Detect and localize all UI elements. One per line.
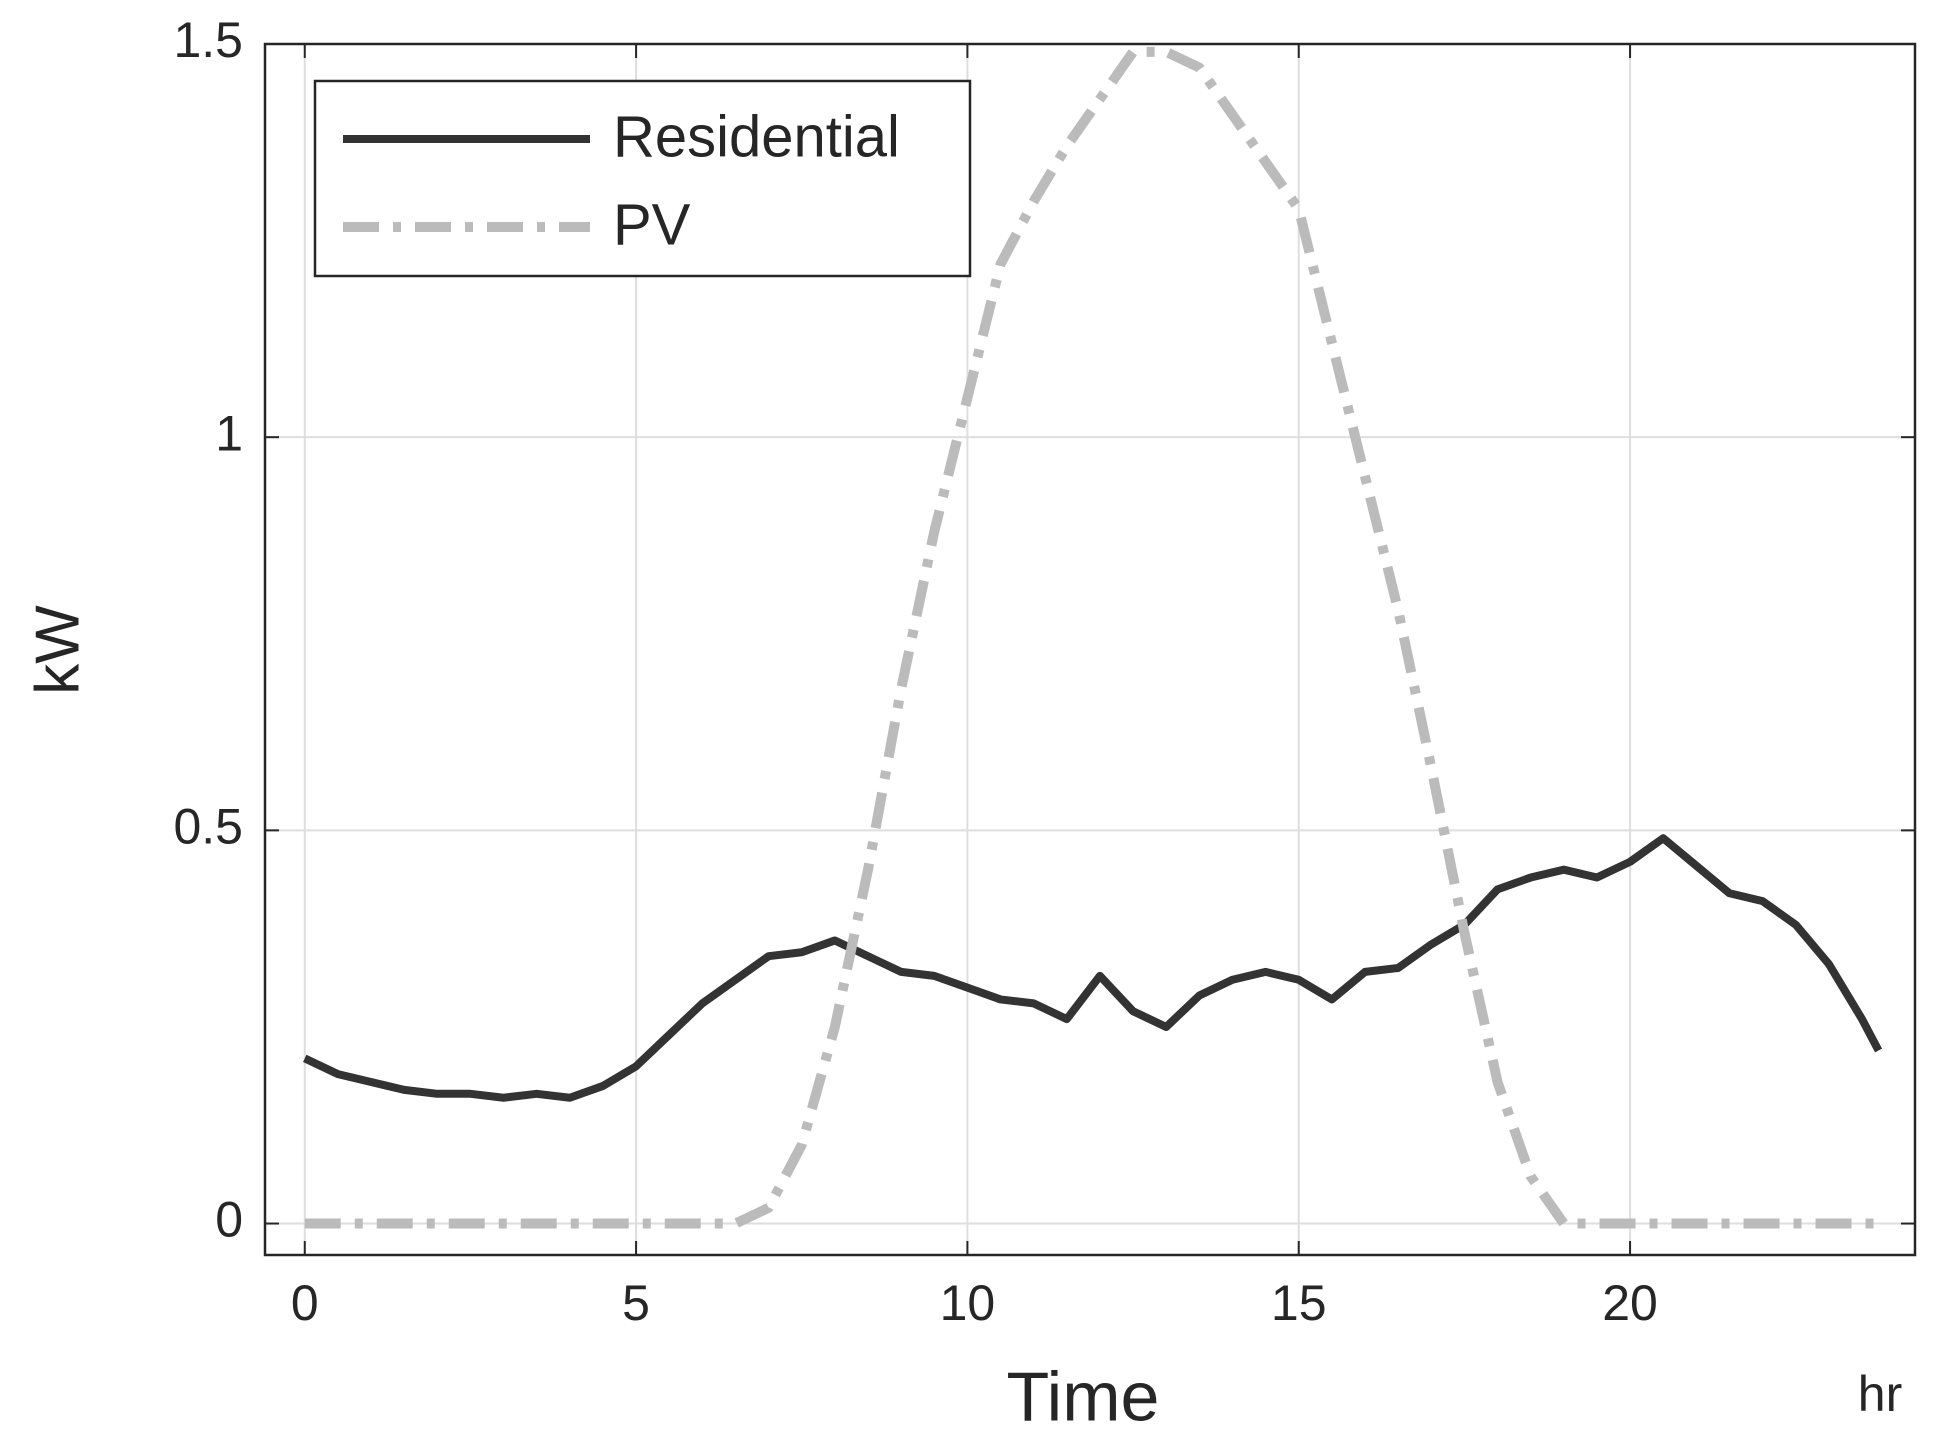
x-axis-unit: hr <box>1858 1366 1902 1422</box>
legend-label: PV <box>613 192 691 257</box>
x-tick-label: 10 <box>940 1275 996 1331</box>
series-line <box>303 834 1883 1102</box>
legend-label: Residential <box>613 104 900 169</box>
y-tick-label: 0.5 <box>173 799 243 855</box>
y-tick-label: 0 <box>215 1192 243 1248</box>
x-tick-label: 20 <box>1602 1275 1658 1331</box>
legend-box <box>313 79 972 278</box>
y-tick-label: 1 <box>215 405 243 461</box>
x-tick-label: 5 <box>622 1275 650 1331</box>
y-tick-label: 1.5 <box>173 12 243 68</box>
x-tick-label: 0 <box>291 1275 319 1331</box>
series-line <box>304 46 1879 1229</box>
y-axis-label: kW <box>23 605 92 695</box>
x-axis-label: Time <box>1007 1357 1160 1435</box>
plot-frame <box>263 42 1917 1257</box>
x-tick-label: 15 <box>1271 1275 1327 1331</box>
